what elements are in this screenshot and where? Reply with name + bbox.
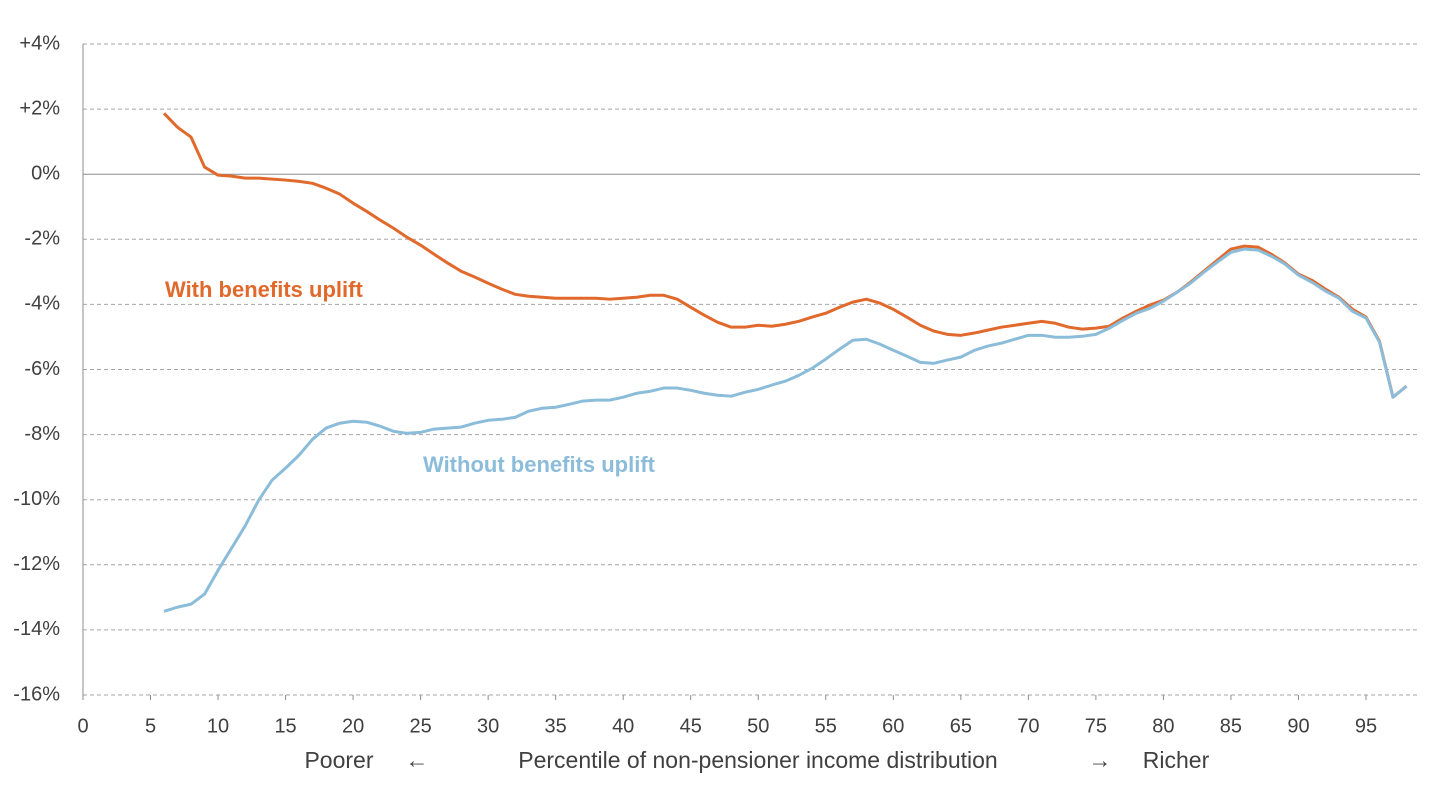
x-tick-label: 0	[77, 715, 88, 737]
x-tick-label: 75	[1085, 715, 1107, 737]
x-tick-label: 95	[1355, 715, 1377, 737]
y-tick-label: -14%	[13, 618, 60, 640]
annotation: ←	[406, 747, 429, 773]
x-tick-label: 15	[274, 715, 296, 737]
annotation: →	[1089, 747, 1112, 773]
y-tick-label: -16%	[13, 683, 60, 705]
series-line	[163, 247, 1408, 613]
x-tick-label: 25	[410, 715, 432, 737]
series-line	[162, 112, 1408, 399]
annotation: Poorer	[304, 747, 373, 773]
x-tick-label: 5	[145, 715, 156, 737]
x-tick-label: 40	[612, 715, 634, 737]
series-label: With benefits uplift	[165, 277, 363, 302]
x-axis-label: Percentile of non-pensioner income distr…	[518, 747, 997, 773]
annotation: Richer	[1143, 747, 1210, 773]
y-tick-label: -4%	[24, 293, 60, 315]
y-tick-label: +4%	[19, 32, 60, 54]
y-tick-label: -12%	[13, 553, 60, 575]
x-tick-label: 90	[1287, 715, 1309, 737]
x-tick-label: 55	[815, 715, 837, 737]
y-tick-label: +2%	[19, 97, 60, 119]
y-tick-label: -6%	[24, 358, 60, 380]
x-tick-label: 20	[342, 715, 364, 737]
x-tick-label: 10	[207, 715, 229, 737]
y-tick-label: -8%	[24, 423, 60, 445]
x-tick-label: 45	[680, 715, 702, 737]
series-label: Without benefits uplift	[423, 452, 656, 477]
x-tick-label: 85	[1220, 715, 1242, 737]
y-tick-label: -10%	[13, 488, 60, 510]
x-tick-label: 70	[1017, 715, 1039, 737]
x-tick-label: 30	[477, 715, 499, 737]
y-tick-label: 0%	[31, 162, 60, 184]
x-tick-label: 65	[950, 715, 972, 737]
y-tick-label: -2%	[24, 228, 60, 250]
x-tick-label: 80	[1152, 715, 1174, 737]
x-tick-label: 50	[747, 715, 769, 737]
x-tick-label: 35	[545, 715, 567, 737]
x-tick-label: 60	[882, 715, 904, 737]
